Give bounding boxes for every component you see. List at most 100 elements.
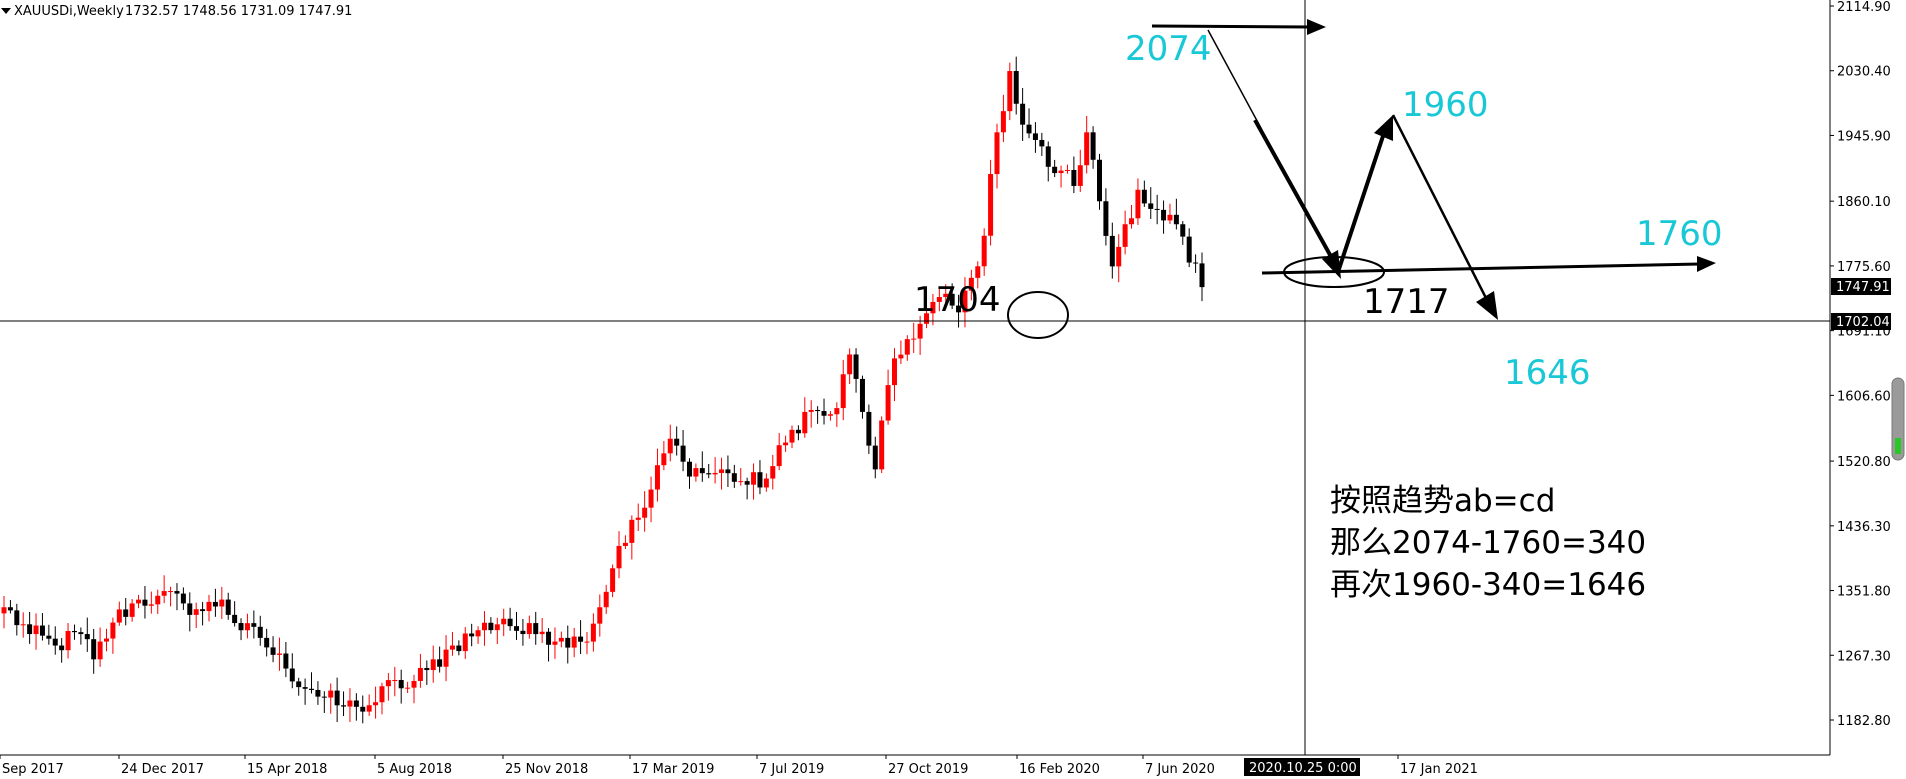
candle-body	[565, 637, 571, 648]
candle-body	[603, 591, 609, 608]
candle-body	[731, 473, 737, 482]
candle-body	[283, 653, 289, 669]
candle-body	[7, 607, 13, 611]
candle-body	[968, 277, 974, 291]
candle-body	[27, 624, 33, 635]
candle-body	[751, 472, 757, 485]
price-tick-label: 1351.80	[1837, 585, 1891, 600]
candle-body	[1173, 214, 1179, 225]
candle-body	[238, 623, 244, 631]
price-tick-label: 1606.60	[1837, 389, 1891, 404]
candle-body	[1141, 189, 1147, 204]
candle-body	[1116, 246, 1122, 267]
candle-body	[437, 659, 443, 667]
candle-body	[232, 614, 238, 624]
arrow-1960-to-1646	[1391, 114, 1490, 303]
candle-body	[1071, 169, 1077, 186]
label-1960: 1960	[1402, 85, 1489, 125]
candle-body	[859, 378, 865, 412]
candle-body	[1026, 124, 1032, 134]
time-tick-label: 17 Jan 2021	[1400, 762, 1478, 777]
price-tick-label: 1182.80	[1837, 714, 1891, 729]
candle-body	[526, 623, 532, 635]
candle-body	[1020, 103, 1026, 125]
candle-body	[616, 545, 622, 569]
candle-body	[1007, 71, 1013, 112]
label-1704: 1704	[914, 280, 1001, 320]
candle-body	[116, 609, 122, 623]
label-1717: 1717	[1363, 282, 1450, 322]
candle-body	[885, 385, 891, 421]
candle-body	[738, 481, 744, 483]
candle-body	[328, 690, 334, 698]
candle-body	[20, 624, 26, 626]
candle-body	[219, 599, 225, 607]
candle-body	[136, 599, 142, 604]
candle-body	[33, 625, 39, 635]
candle-body	[693, 468, 699, 477]
candle-body	[648, 489, 654, 508]
candle-body	[334, 690, 340, 706]
candle-body	[1193, 262, 1199, 264]
candle-body	[962, 290, 968, 313]
price-tick-label: 2030.40	[1837, 65, 1891, 80]
time-tick-label: 7 Jul 2019	[759, 762, 824, 777]
arrow-2074-to-low	[1253, 119, 1336, 263]
candle-body	[879, 420, 885, 470]
candle-body	[341, 705, 347, 707]
chart-menu-icon[interactable]	[1, 8, 11, 14]
candle-body	[981, 235, 987, 267]
candle-body	[783, 442, 789, 446]
candle-body	[795, 429, 801, 434]
candle-body	[686, 461, 692, 477]
arrowhead-low-to-1960	[1374, 115, 1393, 141]
candle-body	[91, 639, 97, 660]
candle-body	[917, 323, 923, 339]
candle-body	[898, 354, 904, 359]
price-scale-scroll-grip	[1895, 438, 1901, 454]
candle-body	[65, 630, 71, 651]
candle-body	[949, 293, 955, 306]
candle-body	[405, 687, 411, 689]
candle-body	[302, 687, 308, 689]
candle-body	[1000, 111, 1006, 133]
candle-body	[988, 174, 994, 236]
candle-body	[904, 339, 910, 355]
candle-body	[71, 630, 77, 633]
time-tick-label: 24 Dec 2017	[121, 762, 204, 777]
time-tick-label: 7 Jun 2020	[1145, 762, 1215, 777]
time-tick-label: 16 Feb 2020	[1019, 762, 1100, 777]
candle-body	[763, 478, 769, 488]
candle-body	[129, 603, 135, 617]
candle-body	[629, 519, 635, 543]
candle-body	[1154, 208, 1160, 210]
crosshair-price-tag-bg	[1831, 313, 1891, 330]
candle-body	[994, 132, 1000, 175]
time-tick-label: Sep 2017	[2, 762, 64, 777]
candle-body	[84, 634, 90, 640]
candle-body	[821, 411, 827, 416]
candle-body	[834, 408, 840, 415]
candle-body	[1090, 132, 1096, 160]
candle-body	[975, 266, 981, 278]
ellipse-1704	[1007, 291, 1069, 339]
candle-body	[187, 603, 193, 615]
candle-body	[475, 630, 481, 637]
candle-body	[1161, 209, 1167, 221]
candle-body	[456, 645, 462, 652]
candle-body	[667, 438, 673, 454]
candle-body	[1045, 146, 1051, 167]
candle-body	[840, 374, 846, 409]
candle-body	[1039, 139, 1045, 147]
candle-body	[802, 411, 808, 434]
time-tick-label: 5 Aug 2018	[377, 762, 452, 777]
candle-body	[815, 409, 821, 412]
line-1760-support	[1261, 262, 1701, 275]
price-tick-label: 1860.10	[1837, 195, 1891, 210]
candle-body	[642, 507, 648, 518]
candle-body	[1103, 201, 1109, 236]
candle-body	[411, 680, 417, 688]
price-tick-label: 1945.90	[1837, 129, 1891, 144]
candle-body	[533, 623, 539, 635]
candle-body	[712, 472, 718, 475]
